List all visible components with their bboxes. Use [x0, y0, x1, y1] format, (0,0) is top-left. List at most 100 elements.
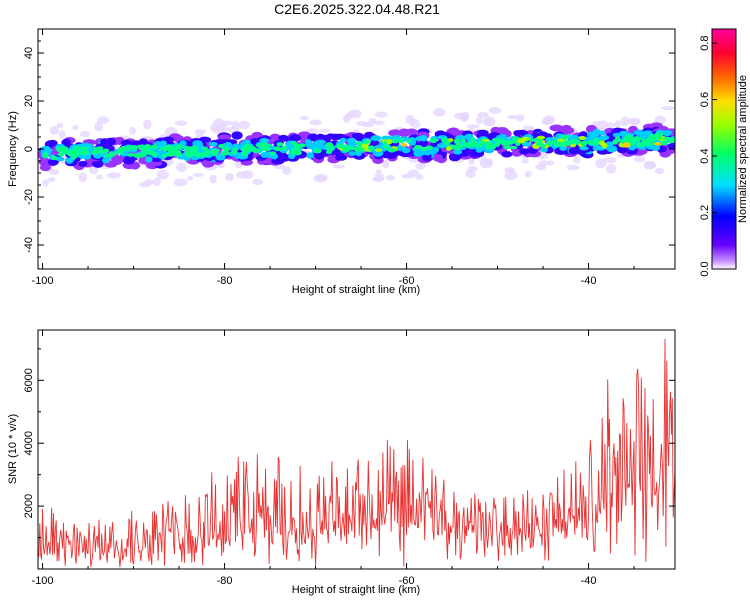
heatmap-cell — [209, 174, 217, 184]
heatmap-cell — [521, 141, 532, 147]
heatmap-cell — [320, 134, 332, 141]
heatmap-cell — [47, 139, 58, 147]
heatmap-cell — [414, 174, 424, 181]
heatmap-cell — [367, 145, 375, 151]
snr-xtick-label: -60 — [399, 575, 415, 587]
heatmap-cell — [143, 149, 151, 153]
heatmap-cell — [660, 140, 669, 146]
colorbar-ticks: 0.0 0.2 0.4 0.6 0.8 — [699, 35, 717, 277]
figure-title: C2E6.2025.322.04.48.R21 — [274, 1, 440, 17]
heatmap-cell — [387, 147, 396, 153]
heatmap-cell — [489, 144, 497, 150]
heatmap-cell — [454, 146, 461, 151]
heatmap-cell — [382, 159, 390, 169]
spectrogram-xlabel: Height of straight line (km) — [292, 284, 420, 296]
heatmap-cell — [210, 123, 218, 131]
heatmap-cell — [222, 147, 231, 152]
heatmap-cell — [155, 150, 165, 157]
heatmap-cell — [61, 138, 71, 146]
heatmap-cell — [49, 169, 60, 175]
heatmap-cell — [72, 146, 81, 151]
heatmap-cell — [449, 153, 461, 162]
heatmap-cell — [572, 139, 581, 145]
heatmap-cell — [405, 139, 413, 143]
heatmap-cell — [579, 146, 589, 151]
heatmap-cell — [143, 119, 152, 130]
heatmap-cell — [654, 167, 665, 175]
heatmap-cell — [415, 162, 427, 170]
heatmap-cell — [513, 129, 522, 137]
heatmap-cell — [298, 143, 306, 148]
heatmap-cell — [370, 135, 382, 142]
spectrogram-ylabel: Frequency (Hz) — [7, 111, 19, 187]
heatmap-cell — [429, 137, 438, 144]
heatmap-cell — [185, 153, 193, 157]
heatmap-cell — [587, 140, 594, 145]
heatmap-cell — [606, 164, 617, 174]
heatmap-cell — [475, 116, 483, 125]
heatmap-cell — [614, 120, 621, 129]
heatmap-cell — [280, 145, 288, 151]
heatmap-cell — [504, 170, 518, 181]
heatmap-cell — [78, 160, 88, 167]
heatmap-cell — [643, 160, 655, 170]
heatmap-cell — [374, 148, 383, 152]
heatmap-cell — [612, 132, 621, 138]
heatmap-cell — [190, 149, 199, 154]
heatmap-cell — [57, 148, 65, 153]
heatmap-cell — [586, 131, 595, 137]
heatmap-cell — [313, 140, 323, 146]
heatmap-cell — [72, 124, 79, 131]
heatmap-cell — [307, 133, 319, 142]
heatmap-cell — [129, 126, 136, 135]
heatmap-cell — [595, 158, 607, 169]
heatmap-cell — [419, 139, 429, 148]
heatmap-cell — [466, 124, 480, 129]
spectrogram-xtick-label: -60 — [399, 275, 415, 287]
heatmap-cell — [325, 142, 334, 148]
heatmap-cell — [42, 179, 50, 187]
heatmap-cell — [79, 146, 89, 151]
heatmap-cell — [476, 112, 489, 118]
heatmap-cell — [485, 158, 494, 166]
heatmap-cell — [608, 145, 618, 151]
heatmap-cell — [252, 147, 259, 154]
spectrogram-ytick-label: 20 — [23, 95, 35, 107]
heatmap-cell — [633, 155, 646, 163]
colorbar-tick-label: 0.4 — [699, 148, 711, 163]
heatmap-cell — [42, 153, 49, 159]
heatmap-cell — [508, 145, 518, 150]
heatmap-cell — [663, 130, 672, 137]
heatmap-cell — [173, 151, 183, 157]
heatmap-cell — [592, 140, 600, 146]
heatmap-cell — [469, 150, 479, 158]
heatmap-cell — [580, 140, 588, 147]
spectrogram-ytick-label: -40 — [23, 237, 35, 253]
heatmap-cell — [653, 142, 663, 146]
heatmap-cell — [354, 134, 365, 142]
heatmap-cell — [57, 152, 65, 157]
heatmap-cell — [386, 174, 395, 181]
heatmap-cell — [304, 139, 312, 146]
heatmap-cell — [356, 140, 363, 146]
heatmap-cell — [570, 143, 577, 148]
heatmap-cell — [519, 148, 530, 155]
heatmap-cell — [453, 149, 463, 155]
heatmap-cell — [245, 144, 252, 150]
heatmap-cell — [167, 148, 175, 154]
heatmap-cell — [355, 145, 363, 152]
snr-ytick-label: 4000 — [23, 431, 35, 455]
snr-xtick-label: -40 — [581, 575, 597, 587]
heatmap-cell — [626, 136, 636, 141]
heatmap-cell — [524, 170, 532, 178]
heatmap-cell — [398, 128, 411, 138]
heatmap-cell — [160, 146, 170, 152]
heatmap-cell — [126, 153, 135, 157]
heatmap-cell — [517, 138, 526, 144]
heatmap-cell — [105, 137, 116, 146]
heatmap-cell — [135, 154, 144, 158]
heatmap-cell — [478, 140, 485, 145]
colorbar-frame — [711, 28, 737, 270]
heatmap-cell — [313, 148, 322, 154]
